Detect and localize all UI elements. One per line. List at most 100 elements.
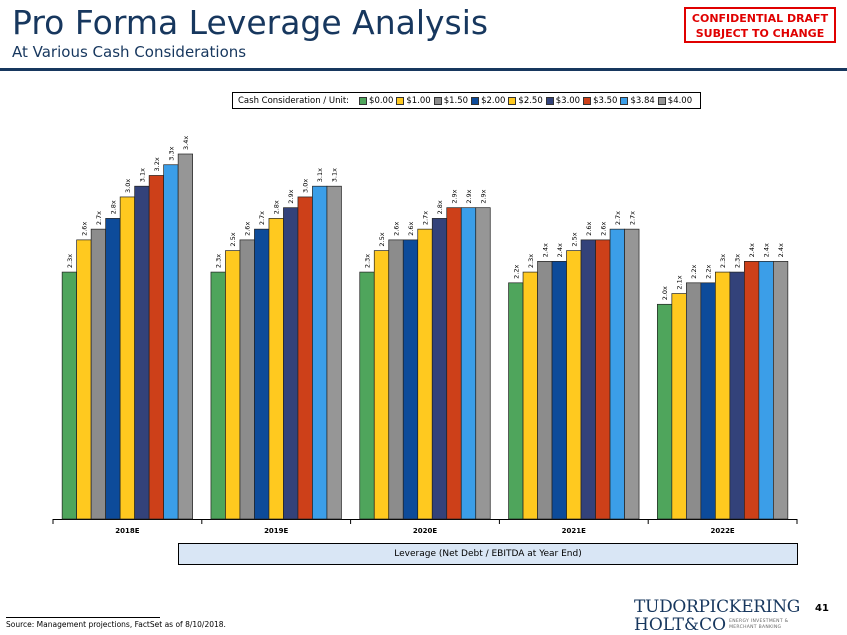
logo-wordmark-top: TUDORPICKERING [634, 597, 801, 617]
logo-wordmark-bottom: HOLT&CO [634, 615, 727, 635]
bar [388, 239, 404, 520]
bar [297, 196, 313, 520]
source-footnote: Source: Management projections, FactSet … [6, 620, 226, 629]
bar-data-label: 2.0x [661, 286, 669, 300]
bar-data-label: 2.8x [436, 200, 444, 214]
bar [508, 282, 524, 520]
legend-item: $0.00 [359, 96, 393, 106]
bar [714, 271, 731, 520]
bar [359, 271, 375, 520]
bar-data-label: 2.9x [287, 189, 295, 203]
bar-data-label: 2.2x [512, 264, 520, 278]
x-tick-label: 2022E [710, 527, 734, 535]
bar-data-label: 2.4x [541, 243, 549, 257]
legend-item: $3.50 [583, 96, 617, 106]
bar-data-label: 2.4x [763, 243, 771, 257]
bar-data-label: 2.4x [556, 243, 564, 257]
bar [148, 175, 164, 520]
legend-item: $4.00 [657, 96, 692, 106]
bar-data-label: 2.7x [614, 211, 622, 225]
legend-swatch [620, 96, 629, 105]
bar-data-label: 3.2x [153, 157, 161, 171]
bar [609, 228, 625, 520]
bar-data-label: 2.7x [95, 211, 103, 225]
legend-label: $3.50 [593, 95, 618, 106]
bar-data-label: 2.8x [273, 200, 281, 214]
bar-data-label: 2.6x [407, 222, 415, 236]
bar-data-label: 3.4x [182, 136, 190, 150]
bar-data-label: 2.5x [378, 232, 386, 246]
legend-swatch [657, 96, 666, 105]
bar [685, 282, 702, 520]
bar [326, 185, 342, 520]
legend-label: $3.84 [630, 95, 655, 106]
x-tick-label: 2021E [562, 527, 586, 535]
logo-tagline-1: ENERGY INVESTMENT & [729, 619, 789, 624]
bar [225, 250, 241, 520]
bar-data-label: 3.0x [302, 179, 310, 193]
bar [76, 239, 92, 520]
bar [656, 303, 673, 520]
bar [522, 271, 538, 520]
bar-data-label: 2.5x [570, 232, 578, 246]
bar-data-label: 2.3x [215, 254, 223, 268]
legend-title: Cash Consideration / Unit: [238, 95, 350, 106]
bar [758, 261, 774, 520]
bar [700, 282, 716, 520]
bar [566, 250, 582, 520]
bar [283, 207, 299, 520]
bar-data-label: 2.3x [527, 254, 535, 268]
bar-data-label: 2.8x [109, 200, 117, 214]
bar-data-label: 2.9x [451, 189, 459, 203]
bar-data-label: 2.6x [244, 222, 252, 236]
bar [134, 185, 150, 520]
bar-data-label: 3.0x [124, 179, 132, 193]
bar [729, 271, 745, 520]
legend-label: $0.00 [369, 95, 394, 106]
bar-data-label: 2.5x [229, 232, 237, 246]
legend-swatch [583, 96, 592, 105]
bar [239, 239, 255, 520]
bar [446, 207, 462, 520]
legend-swatch [471, 96, 480, 105]
leverage-bar-chart: 2.3x 2.6x 2.7x 2.8x 3.0x 3.1x 3.2x 3.3x 3.4x 2018… [52, 136, 798, 535]
x-tick-label: 2018E [115, 527, 139, 535]
bar [402, 239, 419, 520]
header-divider [0, 68, 847, 71]
bar [210, 271, 226, 520]
bar-data-label: 2.1x [676, 275, 684, 289]
bar [163, 164, 179, 520]
bar-data-label: 2.3x [66, 254, 74, 268]
bar [537, 261, 553, 520]
bar [417, 228, 433, 520]
bar-data-label: 2.6x [393, 222, 401, 236]
bar [90, 228, 107, 520]
legend-swatch [359, 96, 368, 105]
bar-data-label: 2.3x [719, 254, 727, 268]
bar [119, 196, 136, 520]
legend-item: $2.50 [508, 95, 543, 106]
legend-item: $1.00 [396, 95, 431, 106]
confidential-stamp: CONFIDENTIAL DRAFT SUBJECT TO CHANGE [684, 7, 836, 43]
legend-swatch [508, 96, 517, 105]
bar-data-label: 2.9x [480, 189, 488, 203]
bar-data-label: 2.6x [599, 222, 607, 236]
bar-data-label: 3.3x [167, 146, 175, 160]
legend-swatch [396, 96, 405, 105]
bar [61, 271, 78, 520]
bar [743, 261, 760, 520]
legend-label: $1.50 [443, 95, 469, 106]
bar-data-label: 2.4x [777, 243, 785, 257]
legend-item: $2.00 [471, 96, 505, 106]
bar-data-label: 3.1x [138, 168, 146, 182]
bar [475, 207, 491, 520]
footnote-divider [6, 617, 160, 618]
bar-data-label: 2.6x [585, 222, 593, 236]
legend-swatch [545, 96, 554, 105]
bar [551, 261, 567, 520]
bar [373, 250, 390, 520]
confidential-line-2: SUBJECT TO CHANGE [695, 27, 825, 40]
legend-label: $1.00 [406, 95, 431, 106]
page-title: Pro Forma Leverage Analysis [12, 3, 489, 42]
legend-label: $2.50 [518, 95, 543, 106]
